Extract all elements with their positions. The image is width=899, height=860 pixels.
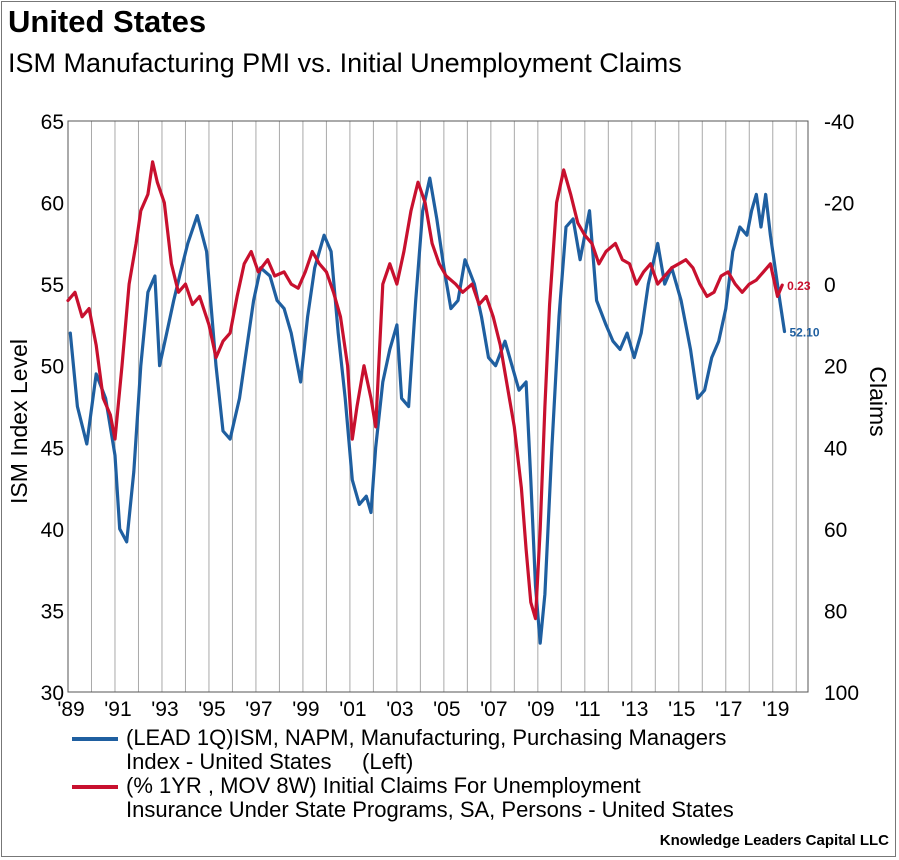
y-left-tick-label: 45 bbox=[41, 437, 64, 460]
x-tick-label: '19 bbox=[762, 698, 789, 721]
end-label-ism: 52.10 bbox=[790, 325, 820, 339]
y-right-tick-label: 100 bbox=[824, 682, 859, 705]
x-tick-label: '13 bbox=[621, 698, 648, 721]
x-tick-label: '05 bbox=[433, 698, 460, 721]
legend-swatch-ism bbox=[72, 737, 118, 741]
chart-subtitle: ISM Manufacturing PMI vs. Initial Unempl… bbox=[8, 48, 682, 78]
y-left-tick-label: 60 bbox=[41, 193, 64, 216]
y-left-tick-label: 55 bbox=[41, 274, 64, 297]
y-right-tick-label: 80 bbox=[824, 600, 847, 623]
x-tick-label: '03 bbox=[386, 698, 413, 721]
x-tick-label: '95 bbox=[198, 698, 225, 721]
y-left-tick-label: 40 bbox=[41, 519, 64, 542]
x-tick-label: '15 bbox=[668, 698, 695, 721]
legend-swatch-claims bbox=[72, 785, 118, 789]
y-right-axis-label: Claims bbox=[865, 366, 891, 436]
x-tick-label: '93 bbox=[151, 698, 178, 721]
y-left-tick-label: 65 bbox=[41, 111, 64, 134]
y-right-tick-label: 20 bbox=[824, 356, 847, 379]
legend: (LEAD 1Q)ISM, NAPM, Manufacturing, Purch… bbox=[72, 726, 734, 822]
legend-item-claims: (% 1YR , MOV 8W) Initial Claims For Unem… bbox=[72, 774, 734, 822]
y-left-tick-label: 30 bbox=[41, 682, 64, 705]
x-tick-label: '09 bbox=[527, 698, 554, 721]
legend-item-ism: (LEAD 1Q)ISM, NAPM, Manufacturing, Purch… bbox=[72, 726, 734, 774]
y-right-tick-label: 60 bbox=[824, 519, 847, 542]
x-tick-label: '91 bbox=[104, 698, 131, 721]
x-tick-label: '89 bbox=[57, 698, 84, 721]
y-left-tick-label: 35 bbox=[41, 600, 64, 623]
series-line-ism bbox=[68, 176, 787, 645]
plot-area bbox=[67, 120, 809, 693]
y-right-tick-label: 0 bbox=[824, 274, 836, 297]
x-tick-label: '99 bbox=[292, 698, 319, 721]
x-tick-label: '07 bbox=[480, 698, 507, 721]
series-line-claims bbox=[66, 160, 784, 621]
chart-title: United States bbox=[8, 4, 207, 39]
x-tick-label: '97 bbox=[245, 698, 272, 721]
legend-label-claims-line1: (% 1YR , MOV 8W) Initial Claims For Unem… bbox=[126, 773, 641, 798]
legend-label-ism-line1: (LEAD 1Q)ISM, NAPM, Manufacturing, Purch… bbox=[126, 725, 727, 750]
x-tick-label: '01 bbox=[339, 698, 366, 721]
legend-label-claims-line2: Insurance Under State Programs, SA, Pers… bbox=[126, 797, 734, 822]
x-tick-label: '17 bbox=[715, 698, 742, 721]
y-left-tick-label: 50 bbox=[41, 356, 64, 379]
y-right-tick-label: -20 bbox=[824, 193, 854, 216]
x-tick-label: '11 bbox=[575, 698, 601, 721]
y-left-axis-label: ISM Index Level bbox=[6, 339, 32, 504]
end-label-claims: 0.23 bbox=[787, 279, 811, 293]
y-right-tick-label: -40 bbox=[824, 111, 854, 134]
legend-label-ism-line2: Index - United States (Left) bbox=[126, 749, 414, 774]
y-right-tick-label: 40 bbox=[824, 437, 847, 460]
source-credit: Knowledge Leaders Capital LLC bbox=[659, 832, 889, 849]
